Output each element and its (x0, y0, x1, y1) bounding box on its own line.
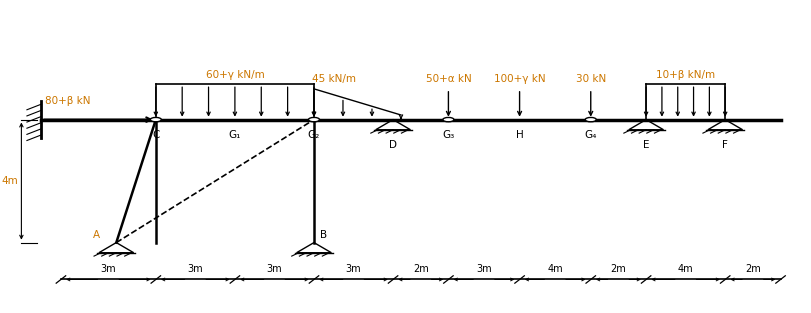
Text: H: H (516, 131, 523, 140)
Text: 10+β kN/m: 10+β kN/m (656, 69, 715, 80)
Text: A: A (93, 229, 100, 239)
Text: E: E (643, 140, 650, 150)
Text: 4m: 4m (1, 176, 18, 186)
Text: 2m: 2m (745, 264, 761, 274)
Text: 2m: 2m (413, 264, 428, 274)
Text: 3m: 3m (476, 264, 491, 274)
Text: D: D (389, 140, 397, 150)
Text: 2m: 2m (611, 264, 626, 274)
Text: 3m: 3m (345, 264, 362, 274)
Circle shape (150, 117, 161, 122)
Text: G₁: G₁ (229, 131, 241, 140)
Circle shape (308, 117, 320, 122)
Text: B: B (320, 229, 328, 239)
Circle shape (443, 117, 454, 122)
Text: 3m: 3m (101, 264, 116, 274)
Text: 45 kN/m: 45 kN/m (311, 74, 356, 84)
Text: G₂: G₂ (308, 131, 320, 140)
Circle shape (586, 117, 596, 122)
Text: G₄: G₄ (585, 131, 597, 140)
Text: C: C (152, 131, 160, 140)
Text: 30 kN: 30 kN (576, 74, 606, 84)
Text: 60+γ kN/m: 60+γ kN/m (205, 69, 264, 80)
Text: 3m: 3m (187, 264, 204, 274)
Text: 50+α kN: 50+α kN (426, 74, 471, 84)
Text: 80+β kN: 80+β kN (45, 96, 91, 106)
Text: G₃: G₃ (442, 131, 454, 140)
Text: 4m: 4m (678, 264, 693, 274)
Text: 3m: 3m (267, 264, 282, 274)
Text: F: F (723, 140, 728, 150)
Text: 100+γ kN: 100+γ kN (494, 74, 546, 84)
Text: 4m: 4m (547, 264, 563, 274)
